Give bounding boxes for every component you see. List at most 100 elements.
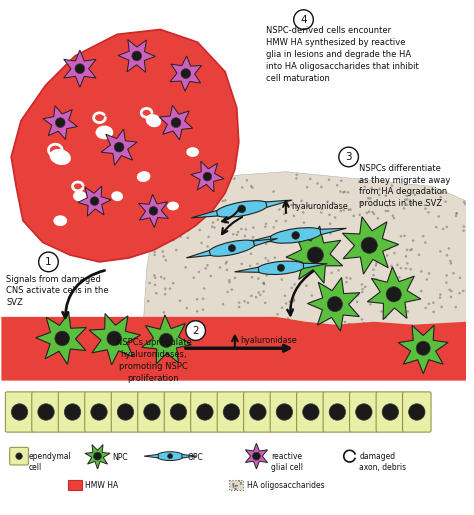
Circle shape (236, 233, 238, 236)
Circle shape (405, 195, 408, 197)
Circle shape (328, 214, 331, 216)
Ellipse shape (156, 452, 184, 460)
Polygon shape (64, 50, 96, 88)
Ellipse shape (167, 201, 179, 211)
Circle shape (202, 298, 204, 300)
Polygon shape (182, 454, 196, 458)
Circle shape (207, 235, 210, 238)
Circle shape (424, 242, 427, 244)
Circle shape (387, 210, 389, 212)
Circle shape (175, 249, 178, 251)
Circle shape (212, 203, 214, 206)
Circle shape (223, 206, 226, 209)
Circle shape (238, 306, 240, 308)
Circle shape (403, 282, 405, 285)
Circle shape (459, 354, 461, 356)
Circle shape (362, 322, 365, 324)
Circle shape (396, 264, 399, 266)
Circle shape (114, 142, 124, 152)
Circle shape (395, 354, 398, 357)
Circle shape (185, 198, 187, 200)
Circle shape (216, 196, 218, 199)
Circle shape (225, 254, 228, 256)
Circle shape (246, 325, 249, 328)
Circle shape (416, 358, 419, 360)
Circle shape (192, 356, 195, 359)
Circle shape (389, 296, 392, 298)
Circle shape (328, 302, 330, 304)
FancyBboxPatch shape (138, 392, 166, 432)
Circle shape (285, 212, 288, 214)
Circle shape (349, 254, 352, 256)
Circle shape (170, 227, 172, 230)
Circle shape (375, 278, 377, 281)
Circle shape (328, 262, 330, 265)
Circle shape (224, 221, 227, 224)
Circle shape (172, 282, 174, 284)
Circle shape (55, 331, 70, 346)
Circle shape (183, 209, 185, 211)
Circle shape (249, 326, 252, 329)
Circle shape (360, 247, 363, 249)
Circle shape (251, 276, 253, 279)
Circle shape (11, 404, 28, 420)
FancyBboxPatch shape (111, 392, 140, 432)
Circle shape (303, 221, 305, 224)
Circle shape (280, 351, 283, 354)
Polygon shape (159, 105, 193, 140)
Polygon shape (186, 250, 210, 258)
Circle shape (358, 369, 361, 371)
Circle shape (361, 237, 377, 253)
Circle shape (263, 282, 265, 284)
Circle shape (16, 453, 22, 459)
Circle shape (169, 325, 171, 328)
Circle shape (221, 349, 224, 351)
Circle shape (369, 197, 372, 200)
Circle shape (437, 336, 440, 338)
Circle shape (368, 211, 370, 213)
Circle shape (310, 294, 313, 297)
Circle shape (281, 278, 283, 281)
Circle shape (306, 186, 309, 188)
Circle shape (462, 290, 465, 292)
Circle shape (307, 247, 323, 263)
Circle shape (155, 292, 157, 295)
Circle shape (185, 345, 187, 347)
Circle shape (164, 293, 166, 296)
Circle shape (372, 274, 375, 277)
Circle shape (235, 485, 236, 487)
Polygon shape (286, 226, 343, 283)
Polygon shape (11, 29, 239, 262)
Circle shape (182, 207, 185, 209)
Circle shape (339, 190, 342, 193)
Polygon shape (89, 314, 140, 365)
FancyBboxPatch shape (270, 392, 299, 432)
Circle shape (328, 336, 330, 338)
Circle shape (401, 312, 403, 314)
Circle shape (179, 300, 181, 302)
FancyBboxPatch shape (350, 392, 378, 432)
Circle shape (236, 336, 238, 338)
Circle shape (198, 183, 201, 186)
Text: 4: 4 (300, 14, 307, 25)
Circle shape (329, 404, 346, 420)
Circle shape (219, 266, 221, 269)
Circle shape (384, 241, 387, 244)
Circle shape (361, 290, 364, 293)
Circle shape (274, 342, 276, 345)
Circle shape (439, 294, 442, 296)
Circle shape (267, 260, 270, 262)
Circle shape (413, 194, 416, 196)
Circle shape (295, 174, 298, 176)
Circle shape (346, 277, 348, 279)
Circle shape (233, 484, 234, 485)
Circle shape (225, 184, 228, 187)
Circle shape (393, 252, 396, 254)
Circle shape (333, 311, 336, 314)
Circle shape (107, 331, 121, 346)
Circle shape (228, 281, 231, 283)
Circle shape (159, 333, 173, 348)
Circle shape (408, 336, 411, 338)
Circle shape (462, 229, 465, 232)
Polygon shape (398, 325, 448, 374)
